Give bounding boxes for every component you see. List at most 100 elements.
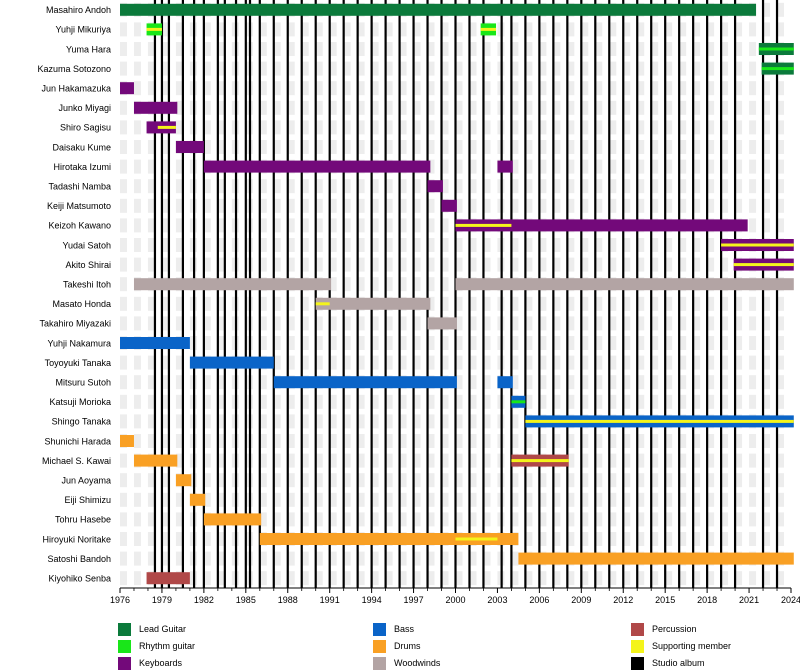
row-stripe xyxy=(133,394,141,409)
x-tick-label: 1991 xyxy=(320,595,340,605)
member-name-label: Mitsuru Sutoh xyxy=(55,378,111,388)
member-bar xyxy=(203,160,431,173)
legend-label: Supporting member xyxy=(652,641,732,651)
row-stripe xyxy=(595,571,603,586)
row-stripe xyxy=(665,159,673,174)
row-stripe xyxy=(511,296,519,311)
row-stripe xyxy=(679,61,687,76)
row-stripe xyxy=(567,198,575,213)
legend-item-percussion: Percussion xyxy=(631,621,697,637)
row-stripe xyxy=(735,492,743,507)
row-stripe xyxy=(259,453,267,468)
row-stripe xyxy=(623,296,631,311)
row-stripe xyxy=(413,355,421,370)
row-stripe xyxy=(623,22,631,37)
row-stripe xyxy=(651,120,659,135)
row-stripe xyxy=(175,316,183,331)
row-stripe xyxy=(343,100,351,115)
row-stripe xyxy=(287,218,295,233)
row-stripe xyxy=(427,81,435,96)
row-stripe xyxy=(511,355,519,370)
row-stripe xyxy=(287,140,295,154)
row-stripe xyxy=(735,61,743,76)
row-stripe xyxy=(259,42,267,56)
row-stripe xyxy=(259,179,267,194)
member-bar xyxy=(455,219,748,232)
row-stripe xyxy=(399,394,407,409)
row-stripe xyxy=(469,434,477,448)
row-stripe xyxy=(581,140,589,154)
row-stripe xyxy=(371,179,379,194)
support-stripe xyxy=(157,125,176,129)
row-stripe xyxy=(441,296,449,311)
row-stripe xyxy=(371,120,379,135)
member-name-label: Daisaku Kume xyxy=(52,142,111,152)
row-stripe xyxy=(259,81,267,96)
row-stripe xyxy=(120,473,127,488)
row-stripe xyxy=(483,159,491,174)
row-stripe xyxy=(329,140,337,154)
row-stripe xyxy=(385,140,393,154)
member-bar xyxy=(497,160,513,173)
row-stripe xyxy=(721,257,729,272)
row-stripe xyxy=(483,492,491,507)
row-stripe xyxy=(763,316,771,331)
row-stripe xyxy=(385,238,393,252)
member-bar xyxy=(120,337,190,349)
row-stripe xyxy=(287,551,295,566)
row-stripe xyxy=(637,100,645,115)
row-stripe xyxy=(120,571,127,586)
row-stripe xyxy=(749,120,757,135)
row-stripe xyxy=(679,100,687,115)
row-stripe xyxy=(203,140,211,154)
row-stripe xyxy=(175,61,183,76)
row-stripe xyxy=(749,42,757,56)
row-stripe xyxy=(147,81,155,96)
row-stripe xyxy=(147,159,155,174)
row-stripe xyxy=(343,551,351,566)
row-stripe xyxy=(609,257,617,272)
row-stripe xyxy=(259,571,267,586)
row-stripe xyxy=(455,316,463,331)
member-bar xyxy=(427,180,443,193)
row-stripe xyxy=(539,238,547,252)
row-stripe xyxy=(203,473,211,488)
row-stripe xyxy=(623,532,631,546)
row-stripe xyxy=(371,394,379,409)
row-stripe xyxy=(133,61,141,76)
row-stripe xyxy=(399,100,407,115)
row-stripe xyxy=(217,179,225,194)
row-stripe xyxy=(609,532,617,546)
row-stripe xyxy=(161,218,169,233)
row-stripe xyxy=(609,375,617,390)
row-stripe xyxy=(203,296,211,311)
row-stripe xyxy=(203,434,211,448)
row-stripe xyxy=(427,571,435,586)
member-bar xyxy=(175,141,204,153)
row-stripe xyxy=(455,120,463,135)
row-stripe xyxy=(749,434,757,448)
row-stripe xyxy=(120,355,127,370)
member-name-label: Tadashi Namba xyxy=(48,182,111,192)
row-stripe xyxy=(721,336,729,350)
row-stripe xyxy=(259,336,267,350)
row-stripe xyxy=(120,375,127,390)
row-stripe xyxy=(315,238,323,252)
row-stripe xyxy=(133,473,141,488)
row-stripe xyxy=(469,198,477,213)
row-stripe xyxy=(413,434,421,448)
row-stripe xyxy=(525,336,533,350)
row-stripe xyxy=(637,296,645,311)
row-stripe xyxy=(651,492,659,507)
row-stripe xyxy=(651,394,659,409)
row-stripe xyxy=(721,316,729,331)
row-stripe xyxy=(623,100,631,115)
row-stripe xyxy=(539,140,547,154)
row-stripe xyxy=(413,336,421,350)
row-stripe xyxy=(763,2,771,17)
row-stripe xyxy=(511,414,519,429)
row-stripe xyxy=(665,81,673,96)
row-stripe xyxy=(147,394,155,409)
row-stripe xyxy=(329,179,337,194)
row-stripe xyxy=(343,492,351,507)
